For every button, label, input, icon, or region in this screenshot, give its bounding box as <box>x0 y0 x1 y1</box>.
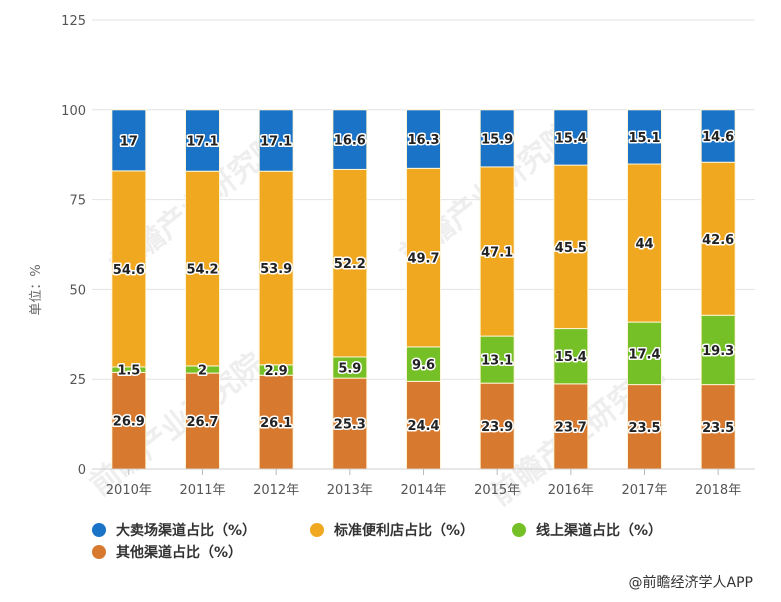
x-tick-label: 2010年 <box>106 483 152 498</box>
data-label: 14.6 <box>702 130 734 145</box>
data-label: 16.6 <box>334 134 366 149</box>
bar-segment <box>627 163 662 323</box>
legend-dot-icon <box>92 523 106 537</box>
bar-segment <box>111 170 147 368</box>
y-axis-ticks: 0 25 50 75 100 125 <box>61 14 86 478</box>
data-label: 9.6 <box>412 358 435 373</box>
x-tick-label: 2013年 <box>327 483 373 498</box>
bar-segment <box>258 374 294 470</box>
data-label: 1.5 <box>117 364 140 379</box>
legend-label: 其他渠道占比（%） <box>116 545 243 561</box>
bar-segment <box>700 161 736 316</box>
legend-dot-icon <box>310 523 324 537</box>
x-tick-label: 2012年 <box>253 483 299 498</box>
bar-segment <box>627 109 662 165</box>
data-label: 2.9 <box>265 364 288 379</box>
bar-segment <box>185 372 220 470</box>
data-label: 25.3 <box>334 418 366 433</box>
data-label: 45.5 <box>555 241 587 256</box>
data-label: 23.5 <box>702 421 734 436</box>
bar-segment <box>185 109 220 172</box>
data-label: 23.9 <box>481 420 513 435</box>
data-label: 26.9 <box>113 415 145 430</box>
data-label: 15.1 <box>628 131 660 146</box>
data-label: 54.2 <box>186 263 218 278</box>
y-tick-label: 25 <box>69 373 86 388</box>
legend-label: 标准便利店占比（%） <box>334 523 475 539</box>
data-label: 42.6 <box>702 233 734 248</box>
data-label: 13.1 <box>481 354 513 369</box>
data-label: 52.2 <box>334 257 366 272</box>
bar-segment <box>332 109 368 170</box>
data-label: 5.9 <box>338 362 361 377</box>
bar-segment <box>479 109 515 168</box>
bar-segment <box>479 335 515 384</box>
data-label: 15.4 <box>555 350 587 365</box>
bar-segment <box>258 109 294 172</box>
data-label: 17 <box>120 134 138 149</box>
data-label: 17.4 <box>628 347 660 362</box>
bar-segment <box>185 170 220 367</box>
data-label: 26.7 <box>186 415 218 430</box>
bar-segment <box>332 377 368 470</box>
bar-segment <box>258 170 294 366</box>
bar-segment <box>553 164 589 330</box>
data-label: 53.9 <box>260 262 292 277</box>
data-label: 54.6 <box>113 263 145 278</box>
data-label: 16.3 <box>407 133 439 148</box>
x-tick-label: 2018年 <box>695 483 741 498</box>
x-tick-label: 2011年 <box>179 483 225 498</box>
bar-segment <box>406 346 441 382</box>
legend-label: 线上渠道占比（%） <box>536 523 663 539</box>
data-label: 23.5 <box>628 421 660 436</box>
legend-item-online[interactable]: 线上渠道占比（%） <box>512 520 662 540</box>
x-tick-label: 2015年 <box>474 483 520 498</box>
data-label: 15.4 <box>555 131 587 146</box>
legend-item-other[interactable]: 其他渠道占比（%） <box>92 542 242 562</box>
bar-segment <box>627 321 662 386</box>
legend-dot-icon <box>512 523 526 537</box>
data-labels: 26.9 1.5 54.6 17 26.7 2 54.2 17.1 26.1 2.9 53.9 17.… <box>111 129 735 438</box>
x-tick-label: 2017年 <box>621 483 667 498</box>
y-tick-label: 75 <box>69 194 86 209</box>
data-label: 26.1 <box>260 416 292 431</box>
data-label: 23.7 <box>555 420 587 435</box>
data-label: 17.1 <box>260 135 292 150</box>
legend-item-hypermarket[interactable]: 大卖场渠道占比（%） <box>92 520 256 540</box>
y-tick-label: 0 <box>78 463 86 478</box>
legend-item-convenience-store[interactable]: 标准便利店占比（%） <box>310 520 474 540</box>
data-label: 44 <box>635 237 653 252</box>
data-label: 19.3 <box>702 344 734 359</box>
legend-dot-icon <box>92 545 106 559</box>
source-credit: @前瞻经济学人APP <box>628 575 753 591</box>
bar-segment <box>553 328 589 385</box>
bar-segment <box>479 382 515 470</box>
data-label: 17.1 <box>186 135 218 150</box>
bars <box>111 109 736 470</box>
y-axis-label: 单位：% <box>29 264 44 315</box>
data-label: 49.7 <box>407 252 439 267</box>
y-tick-label: 125 <box>61 14 86 29</box>
bar-segment <box>406 167 441 348</box>
bar-segment <box>111 109 147 172</box>
data-label: 47.1 <box>481 246 513 261</box>
x-tick-label: 2014年 <box>400 483 446 498</box>
bar-segment <box>553 383 589 470</box>
bar-segment <box>553 109 589 166</box>
data-label: 15.9 <box>481 132 513 147</box>
y-tick-label: 50 <box>69 283 86 298</box>
y-tick-label: 100 <box>61 104 86 119</box>
bar-segment <box>627 384 662 470</box>
x-axis: 2010年 2011年 2012年 2013年 2014年 2015年 2016年 2017年… <box>92 468 755 498</box>
data-label: 2 <box>198 364 207 379</box>
bar-segment <box>406 380 441 470</box>
bar-segment <box>406 109 441 169</box>
x-tick-label: 2016年 <box>548 483 594 498</box>
bar-segment <box>700 109 736 163</box>
legend-label: 大卖场渠道占比（%） <box>116 523 257 539</box>
bar-segment <box>111 371 147 470</box>
data-label: 24.4 <box>407 419 439 434</box>
